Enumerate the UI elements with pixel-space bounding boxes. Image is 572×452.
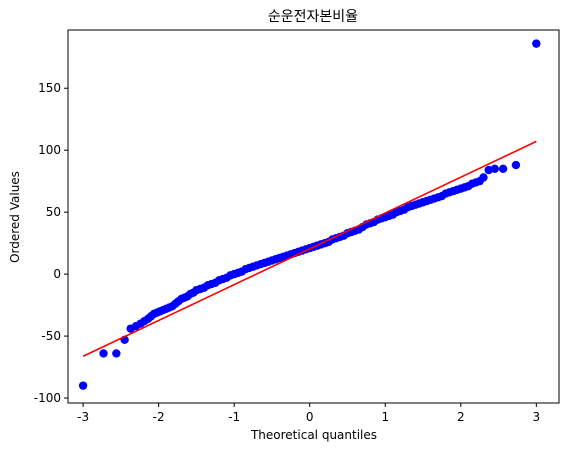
x-tick-label: 3: [533, 410, 541, 424]
x-tick-label: 1: [381, 410, 389, 424]
data-point: [491, 165, 499, 173]
y-axis-label: Ordered Values: [8, 171, 22, 263]
y-tick-label: -100: [34, 391, 61, 405]
data-point: [112, 349, 120, 357]
data-point: [79, 381, 87, 389]
y-tick-label: -50: [41, 329, 61, 343]
x-tick-label: -2: [153, 410, 165, 424]
data-point: [499, 165, 507, 173]
data-point: [99, 349, 107, 357]
x-axis-ticks: -3 -2 -1 0 1 2 3: [77, 403, 540, 424]
chart-title: 순운전자본비율: [268, 9, 358, 25]
data-point: [532, 39, 540, 47]
x-tick-label: -3: [77, 410, 89, 424]
x-tick-label: -1: [228, 410, 240, 424]
data-point: [512, 161, 520, 169]
y-tick-label: 100: [38, 143, 61, 157]
plot-marks: [79, 39, 541, 389]
data-point: [479, 173, 487, 181]
x-axis-label: Theoretical quantiles: [250, 428, 377, 442]
y-tick-label: 0: [53, 267, 61, 281]
x-tick-label: 0: [306, 410, 314, 424]
plot-frame: [68, 30, 559, 403]
fit-line: [83, 141, 536, 356]
y-tick-label: 150: [38, 81, 61, 95]
y-tick-label: 50: [46, 205, 61, 219]
y-axis-ticks: -100 -50 0 50 100 150: [34, 81, 68, 405]
x-tick-label: 2: [457, 410, 465, 424]
